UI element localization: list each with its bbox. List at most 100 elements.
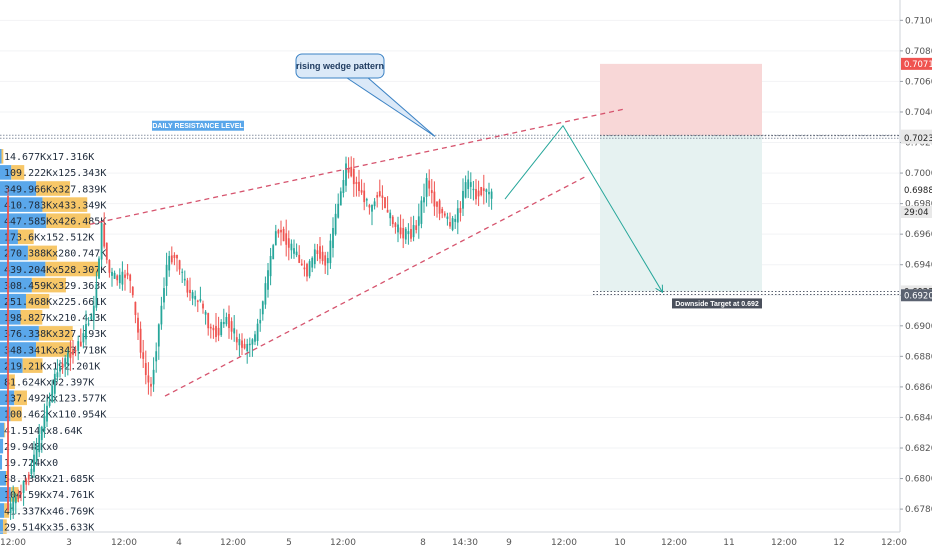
volume-buy-bar — [0, 471, 7, 486]
candle-body — [360, 190, 363, 193]
candle — [48, 392, 51, 408]
price-tick-label: 0.69000 — [905, 322, 932, 332]
candle-body — [204, 311, 207, 315]
candle-body — [64, 358, 67, 367]
candle-body — [74, 350, 77, 352]
candle — [368, 203, 371, 215]
candle-body — [365, 199, 368, 201]
candle — [69, 340, 72, 371]
candle — [103, 212, 106, 249]
candle — [480, 186, 483, 197]
candle — [142, 339, 145, 368]
price-axis: 0.710000.708000.706000.704000.702000.700… — [899, 0, 932, 550]
candle — [254, 330, 256, 346]
time-tick-label: 10 — [614, 538, 626, 548]
candle-body — [22, 480, 25, 493]
candle — [157, 323, 160, 360]
candle-body — [394, 223, 397, 227]
candle — [209, 323, 212, 339]
volume-profile-label: 219.21Kx192.201K — [4, 361, 100, 372]
candle — [488, 182, 490, 207]
candle — [215, 313, 217, 343]
candle-body — [433, 191, 436, 207]
candle — [285, 219, 288, 257]
candle — [118, 268, 121, 289]
candle-body — [98, 258, 100, 279]
candle-body — [59, 366, 61, 372]
candle-body — [373, 201, 376, 207]
candle-body — [51, 385, 54, 402]
candle — [342, 170, 345, 198]
candle — [365, 197, 368, 207]
candle-body — [33, 454, 35, 472]
candle — [326, 251, 329, 276]
volume-sell-bar — [14, 390, 27, 406]
candle-body — [209, 326, 212, 329]
volume-profile-row: 41.514Kx8.64K — [0, 422, 82, 438]
candle — [311, 256, 314, 273]
candle — [454, 214, 457, 229]
volume-profile-row: 439.204Kx528.307K — [0, 261, 106, 277]
time-tick-label: 5 — [286, 538, 292, 548]
candle-body — [30, 468, 33, 474]
volume-sell-bar — [1, 149, 4, 164]
price-tick-label: 0.68400 — [905, 413, 932, 423]
candle-body — [443, 213, 446, 216]
candle — [332, 217, 334, 258]
candle-body — [157, 324, 160, 347]
volume-profile-row: 219.21Kx192.201K — [0, 358, 100, 373]
candle — [33, 441, 35, 478]
candle-body — [334, 213, 337, 235]
volume-profile-label: 376.338Kx327.193K — [4, 329, 106, 340]
candle-body — [173, 254, 176, 258]
candle-body — [282, 228, 285, 242]
projection-path — [504, 124, 662, 292]
time-tick-label: 12:00 — [551, 538, 577, 548]
candle-body — [7, 196, 9, 511]
candle-body — [233, 328, 236, 334]
volume-profile-row: 348.341Kx343.718K — [0, 342, 106, 357]
candle-body — [355, 181, 358, 185]
candle-body — [90, 316, 93, 320]
candle — [59, 359, 61, 378]
candle-body — [303, 267, 306, 270]
candle-body — [425, 177, 428, 197]
candle-body — [69, 353, 72, 359]
candle — [105, 242, 108, 264]
resistance-label-box — [152, 120, 244, 131]
candle — [358, 169, 360, 197]
candle-body — [316, 250, 319, 254]
volume-buy-bar — [0, 519, 4, 534]
candle — [72, 339, 74, 364]
candle — [441, 206, 444, 219]
volume-profile-label: 270.388Kx280.747K — [4, 249, 106, 260]
candle-body — [248, 343, 251, 346]
candle-body — [215, 326, 217, 338]
rising-wedge-callout: rising wedge pattern — [295, 53, 436, 137]
volume-profile-label: 104.59Kx74.761K — [4, 490, 94, 501]
candle — [155, 342, 158, 373]
candle-body — [66, 353, 69, 365]
candle-body — [410, 229, 412, 239]
candle — [121, 261, 124, 291]
time-tick-label: 9 — [506, 538, 512, 548]
candle — [92, 295, 95, 330]
candle-body — [212, 327, 215, 331]
volume-buy-bar — [0, 149, 2, 164]
price-badge: 29:04 — [901, 206, 932, 219]
candle-body — [350, 166, 353, 177]
candle — [82, 325, 85, 349]
candle-body — [103, 223, 106, 247]
time-tick-label: 8 — [420, 538, 426, 548]
candle — [464, 175, 467, 199]
resistance-label: DAILY RESISTANCE LEVEL — [152, 123, 244, 130]
candle-body — [454, 218, 457, 222]
volume-profile-row: 41.337Kx46.769K — [0, 503, 94, 518]
candle — [456, 200, 459, 235]
time-tick-label: 12:00 — [220, 538, 246, 548]
candle-body — [121, 271, 124, 285]
time-tick-label: 12:00 — [0, 538, 26, 548]
candle-body — [451, 218, 454, 230]
candle-body — [467, 179, 470, 190]
